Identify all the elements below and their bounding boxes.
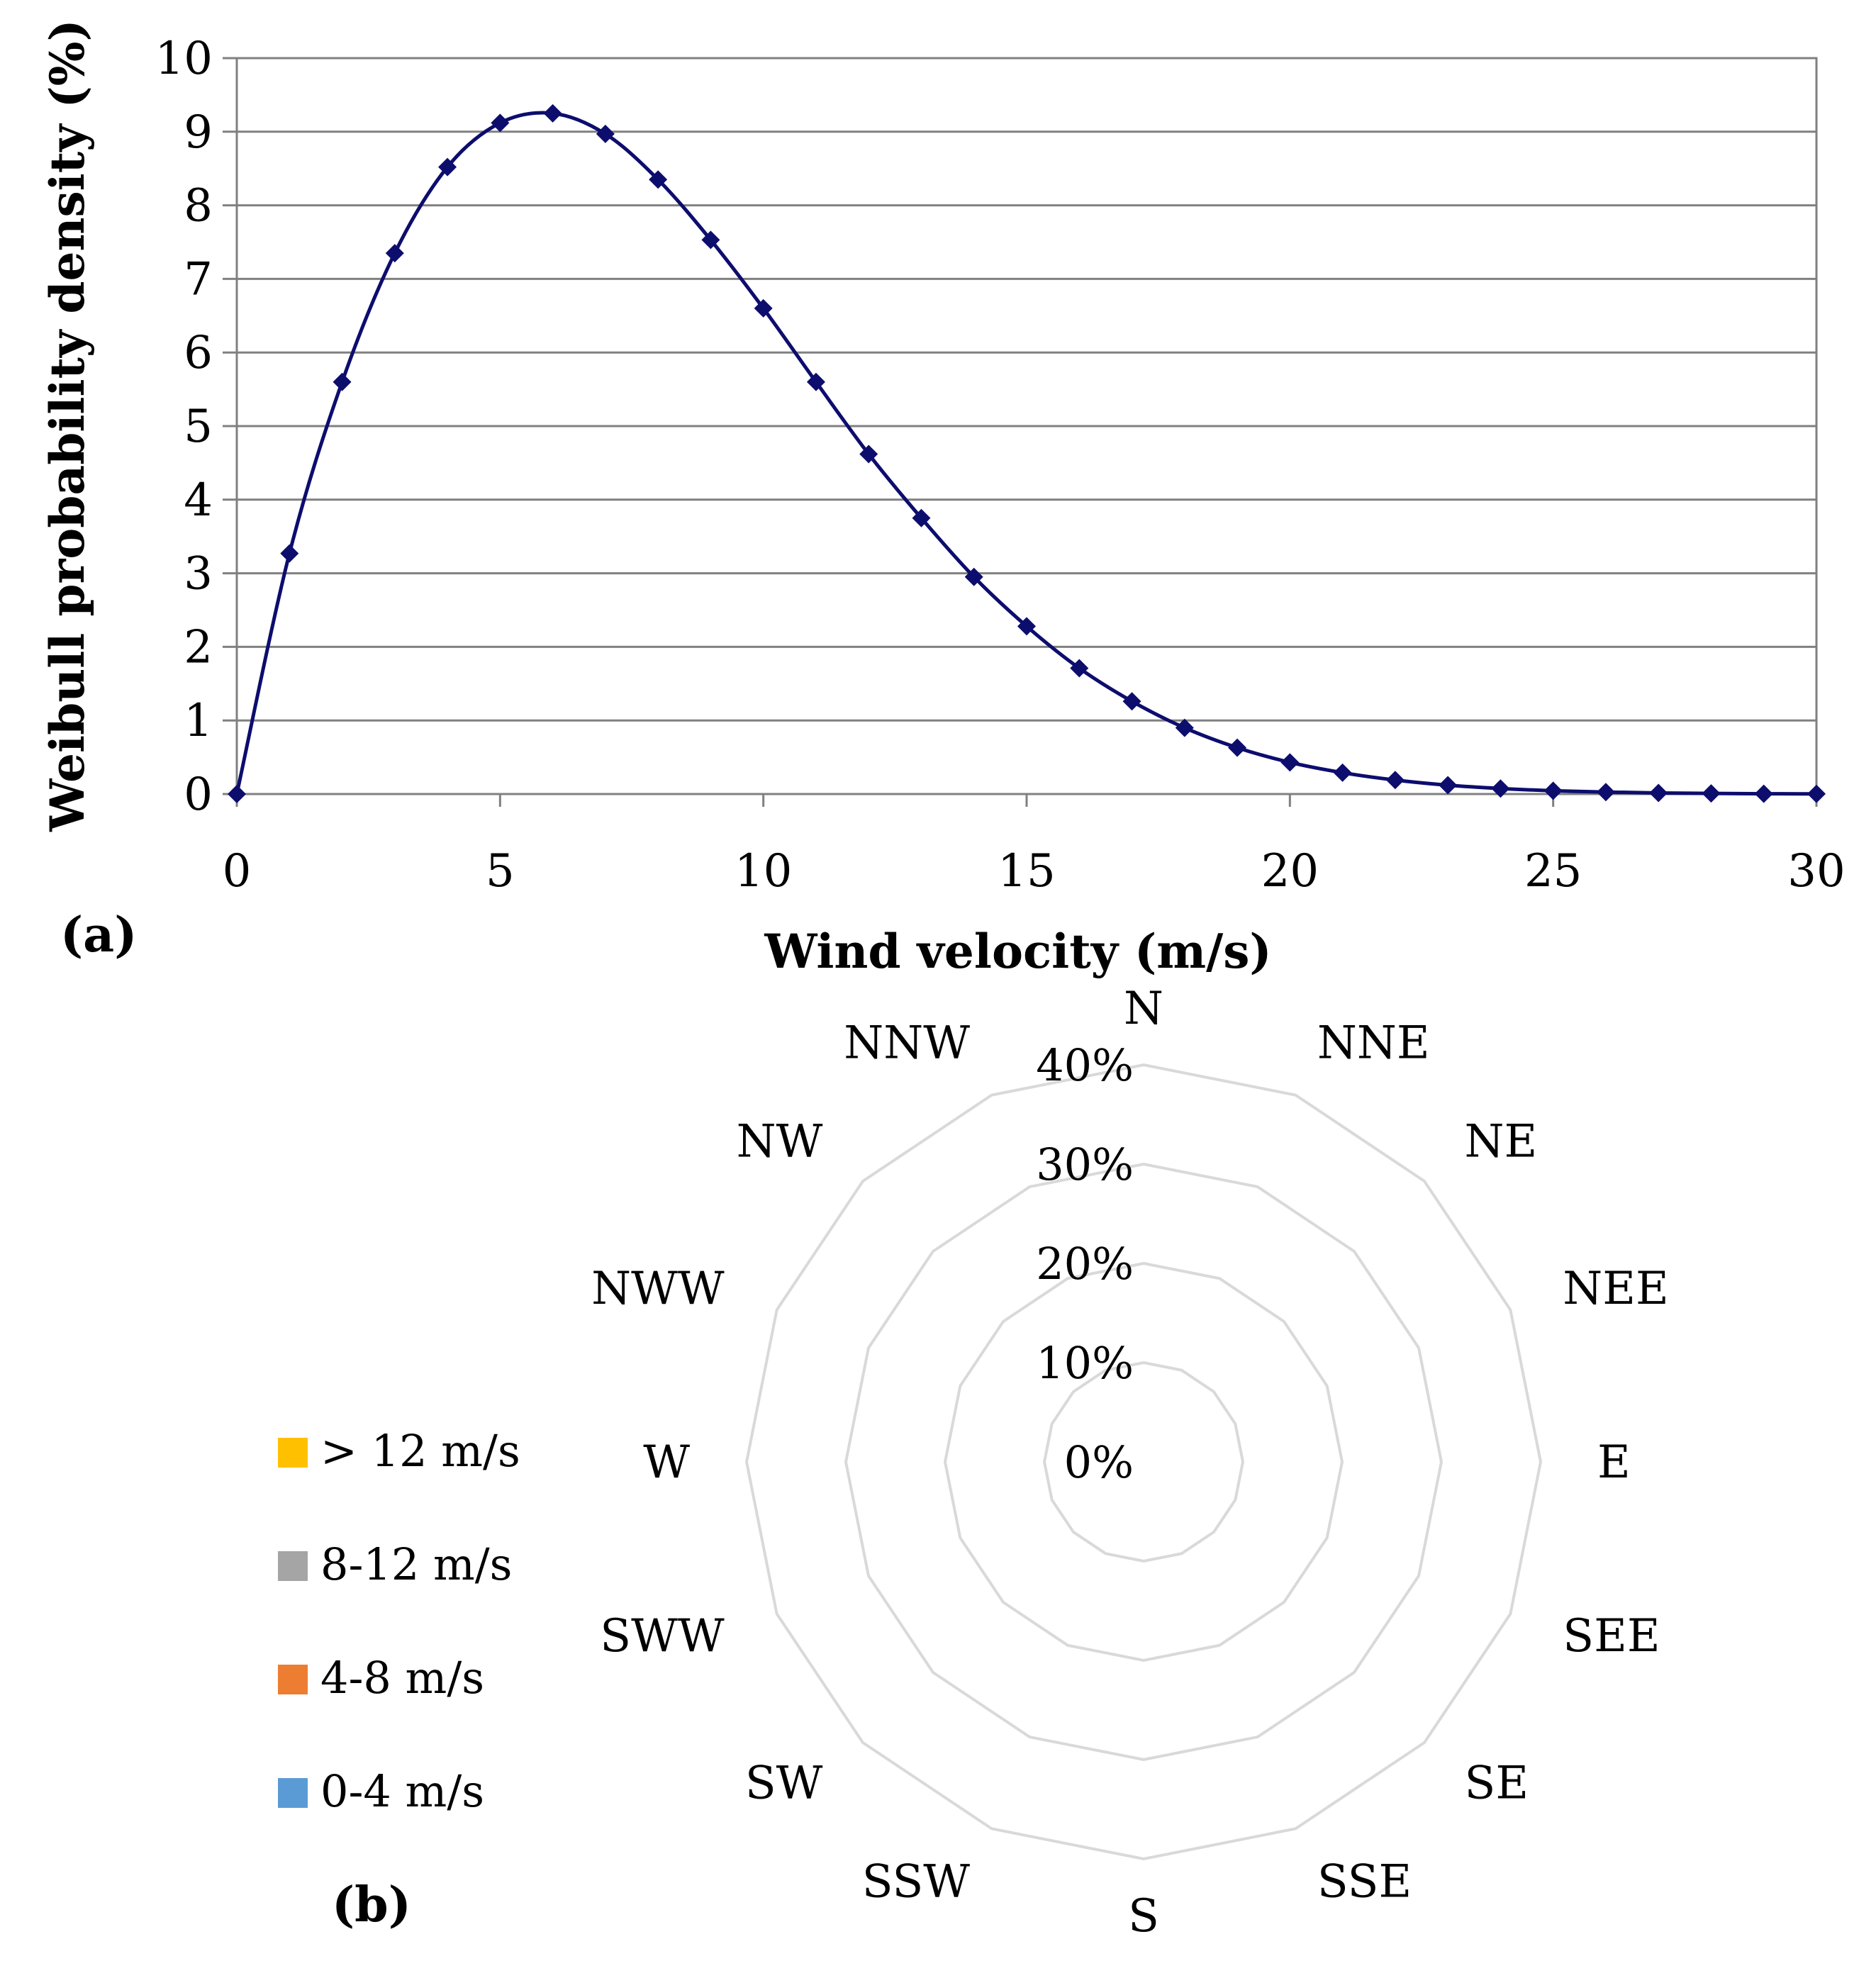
y-tick-label: 3 bbox=[184, 548, 213, 600]
x-tick-label: 5 bbox=[486, 845, 515, 898]
legend-label: 0-4 m/s bbox=[320, 1765, 484, 1817]
ring-label: 10% bbox=[1036, 1337, 1134, 1389]
y-tick-labels: 0 1 2 3 4 5 6 7 8 9 10 bbox=[155, 33, 213, 821]
direction-label: SEE bbox=[1563, 1610, 1660, 1663]
data-point bbox=[701, 230, 720, 250]
x-tick-label: 25 bbox=[1524, 845, 1582, 898]
y-axis-title: Weibull probability density (%) bbox=[40, 19, 95, 832]
legend-swatch bbox=[278, 1778, 308, 1808]
radar-ring bbox=[744, 1063, 1543, 1861]
x-axis-title: Wind velocity (m/s) bbox=[764, 924, 1271, 979]
data-point bbox=[1228, 738, 1247, 757]
data-point bbox=[806, 372, 825, 391]
data-point bbox=[280, 544, 299, 563]
radar-ring bbox=[844, 1162, 1444, 1762]
y-tick-label: 0 bbox=[184, 769, 213, 821]
direction-label: SSW bbox=[862, 1855, 971, 1908]
radar-ring bbox=[1042, 1360, 1245, 1563]
x-tick-label: 15 bbox=[998, 845, 1055, 898]
data-point bbox=[1596, 783, 1615, 802]
legend-swatch bbox=[278, 1551, 308, 1581]
y-tick-label: 1 bbox=[184, 695, 213, 747]
y-tick-label: 10 bbox=[155, 33, 213, 85]
direction-label: E bbox=[1597, 1436, 1631, 1489]
legend-label: 4-8 m/s bbox=[320, 1652, 484, 1704]
legend: > 12 m/s 8-12 m/s 4-8 m/s 0-4 m/s bbox=[278, 1425, 520, 1817]
legend-swatch bbox=[278, 1665, 308, 1694]
direction-label: SE bbox=[1465, 1758, 1529, 1810]
direction-label: SWW bbox=[600, 1610, 725, 1663]
data-point bbox=[1491, 779, 1510, 798]
direction-label: NEE bbox=[1563, 1263, 1668, 1315]
direction-label: W bbox=[643, 1436, 690, 1489]
data-point bbox=[1333, 763, 1352, 782]
data-point bbox=[1175, 718, 1194, 737]
y-tick-label: 2 bbox=[184, 621, 213, 674]
data-point bbox=[964, 567, 983, 586]
direction-label: NE bbox=[1465, 1115, 1538, 1168]
direction-labels: N NNE NE NEE E SEE SE SSE S SSW SW SWW W NWW NW NNW bbox=[591, 983, 1669, 1943]
series-markers bbox=[228, 104, 1826, 803]
ring-label: 20% bbox=[1036, 1238, 1134, 1290]
ring-label: 40% bbox=[1036, 1039, 1134, 1091]
ring-label: 0% bbox=[1064, 1436, 1134, 1488]
y-tick-label: 5 bbox=[184, 401, 213, 453]
radar-ring bbox=[943, 1261, 1344, 1663]
data-point bbox=[543, 104, 562, 123]
series-line bbox=[235, 111, 1817, 796]
data-point bbox=[596, 124, 615, 143]
data-point bbox=[1543, 781, 1563, 800]
direction-label: NNW bbox=[844, 1017, 970, 1070]
y-tick-label: 7 bbox=[184, 253, 213, 306]
x-tick-labels: 0 5 10 15 20 25 30 bbox=[223, 845, 1846, 898]
legend-swatch bbox=[278, 1438, 308, 1468]
data-point bbox=[1017, 617, 1036, 636]
direction-label: SSE bbox=[1317, 1855, 1412, 1908]
y-tick-label: 9 bbox=[184, 106, 213, 159]
data-point bbox=[438, 157, 457, 177]
legend-label: 8-12 m/s bbox=[320, 1538, 513, 1590]
direction-label: NNE bbox=[1317, 1017, 1430, 1070]
x-tick-label: 30 bbox=[1787, 845, 1845, 898]
legend-label: > 12 m/s bbox=[320, 1425, 520, 1477]
data-point bbox=[1122, 692, 1141, 711]
data-point bbox=[649, 170, 668, 189]
direction-label: S bbox=[1128, 1890, 1159, 1943]
data-point bbox=[859, 445, 878, 464]
direction-label: SW bbox=[745, 1758, 823, 1810]
y-tick-label: 8 bbox=[184, 180, 213, 233]
x-tick-label: 0 bbox=[223, 845, 252, 898]
weibull-line-chart: 0 1 2 3 4 5 6 7 8 9 10 0 5 10 15 20 25 30 Weibull probab… bbox=[40, 19, 1846, 979]
x-tick-label: 20 bbox=[1261, 845, 1319, 898]
ring-label: 30% bbox=[1036, 1139, 1134, 1190]
data-point bbox=[1649, 783, 1668, 803]
data-point bbox=[1754, 784, 1773, 803]
data-point bbox=[1280, 753, 1300, 772]
direction-label: N bbox=[1124, 983, 1163, 1035]
panel-label-b: (b) bbox=[332, 1877, 411, 1933]
y-tick-label: 4 bbox=[184, 474, 213, 527]
data-point bbox=[1385, 771, 1405, 790]
data-point bbox=[754, 298, 773, 318]
data-point bbox=[912, 508, 931, 527]
y-tick-label: 6 bbox=[184, 327, 213, 379]
panel-label-a: (a) bbox=[60, 907, 137, 963]
radar-ring-labels: 0% 10% 20% 30% 40% bbox=[1036, 1039, 1134, 1488]
x-tick-label: 10 bbox=[735, 845, 792, 898]
data-point bbox=[1807, 784, 1826, 803]
data-point bbox=[385, 244, 404, 263]
data-point bbox=[491, 113, 510, 133]
direction-label: NW bbox=[737, 1115, 823, 1168]
wind-rose-chart: 0% 10% 20% 30% 40% N NNE NE NEE E SEE SE SSE S SSW SW S… bbox=[278, 983, 1669, 1943]
data-point bbox=[1070, 659, 1089, 678]
direction-label: NWW bbox=[591, 1263, 725, 1315]
data-point bbox=[333, 372, 352, 391]
data-point bbox=[1702, 784, 1721, 803]
data-point bbox=[1439, 776, 1458, 795]
radar-rings bbox=[744, 1063, 1543, 1861]
data-point bbox=[228, 785, 246, 803]
